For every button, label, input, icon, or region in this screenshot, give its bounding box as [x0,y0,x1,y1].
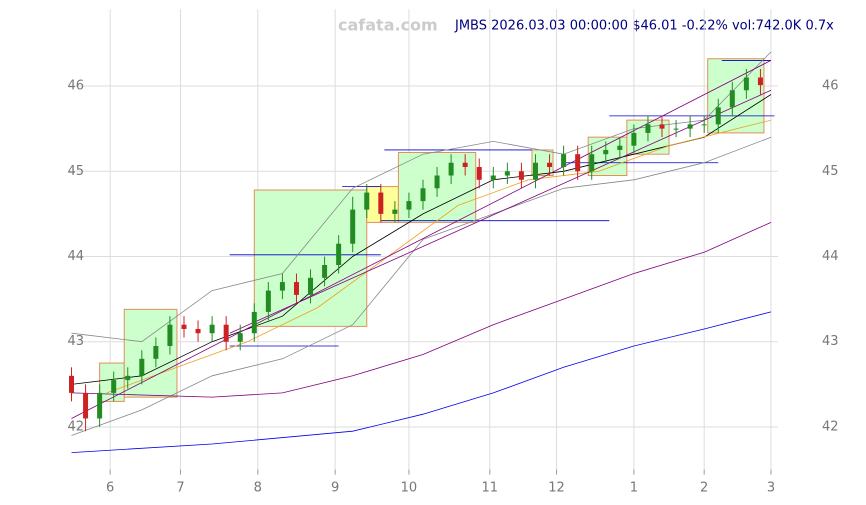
candle-body [603,149,609,155]
candle-body [181,324,187,329]
x-tick-label: 10 [401,481,418,496]
candle-body [687,124,693,129]
candle-body [195,328,201,334]
zone-box [123,308,178,398]
candle-body [251,311,257,334]
candle-body [743,77,749,91]
candle-body [715,107,721,125]
watermark: cafata.com [338,16,438,35]
candle-body [420,188,426,202]
candle-body [589,154,595,172]
candle-body [448,162,454,176]
y-tick-label-right: 42 [822,419,839,434]
x-tick-label: 12 [548,481,565,496]
candle-body [209,324,215,334]
x-tick-label: 3 [767,481,775,496]
candle-body [153,346,159,359]
candle-body [279,282,285,291]
candle-body [701,124,707,126]
indicator-line [71,222,772,398]
candle-body [97,392,103,419]
x-tick-label: 6 [106,481,114,496]
y-tick-label: 42 [67,419,84,434]
candle-body [237,333,243,342]
candle-body [223,324,229,342]
y-tick-label: 44 [67,249,84,264]
candle-body [265,290,271,312]
y-tick-label-right: 43 [822,334,839,349]
candle-body [518,171,524,180]
candle-body [364,192,370,210]
candle-body [476,166,482,180]
candle-body [434,175,440,189]
x-tick-label: 2 [700,481,708,496]
candle-body [561,154,567,167]
indicator-line [229,89,772,334]
candle-body [617,145,623,150]
indicator-line [71,51,772,343]
x-tick-label: 11 [482,481,499,496]
candle-body [490,175,496,180]
candle-body [139,358,145,376]
indicator-line [71,311,772,453]
candle-body [69,375,75,393]
y-tick-label: 45 [67,164,84,179]
y-tick-label-right: 45 [822,164,839,179]
candle-body [83,392,89,419]
zone-box [253,189,368,327]
candle-body [673,128,679,130]
candle-body [336,243,342,266]
y-tick-label-right: 44 [822,249,839,264]
indicator-line [71,60,772,419]
x-tick-label: 1 [630,481,638,496]
y-tick-label: 46 [67,79,84,94]
candle-body [322,265,328,278]
candle-body [378,192,384,214]
candle-body [547,162,553,167]
candle-body [350,209,356,244]
x-tick-label: 7 [176,481,184,496]
candle-body [645,124,651,133]
x-tick-label: 8 [254,481,262,496]
candle-body [392,209,398,214]
y-tick-label: 43 [67,334,84,349]
candle-body [575,154,581,172]
candle-body [729,90,735,108]
candle-body [504,171,510,176]
candle-body [125,375,131,381]
candle-body [462,162,468,167]
candle-body [111,380,117,393]
y-tick-label-right: 46 [822,79,839,94]
candle-body [167,324,173,347]
x-tick-label: 9 [331,481,339,496]
candle-body [631,132,637,146]
candle-body [659,124,665,129]
candle-body [757,77,763,86]
indicator-line [106,119,772,394]
candle-body [406,201,412,210]
indicator-line [71,94,772,385]
candle-body [293,282,299,295]
candle-body [308,277,314,295]
indicator-line [71,136,772,436]
chart-title: JMBS 2026.03.03 00:00:00 $46.01 -0.22% v… [454,19,834,34]
candle-body [532,162,538,180]
